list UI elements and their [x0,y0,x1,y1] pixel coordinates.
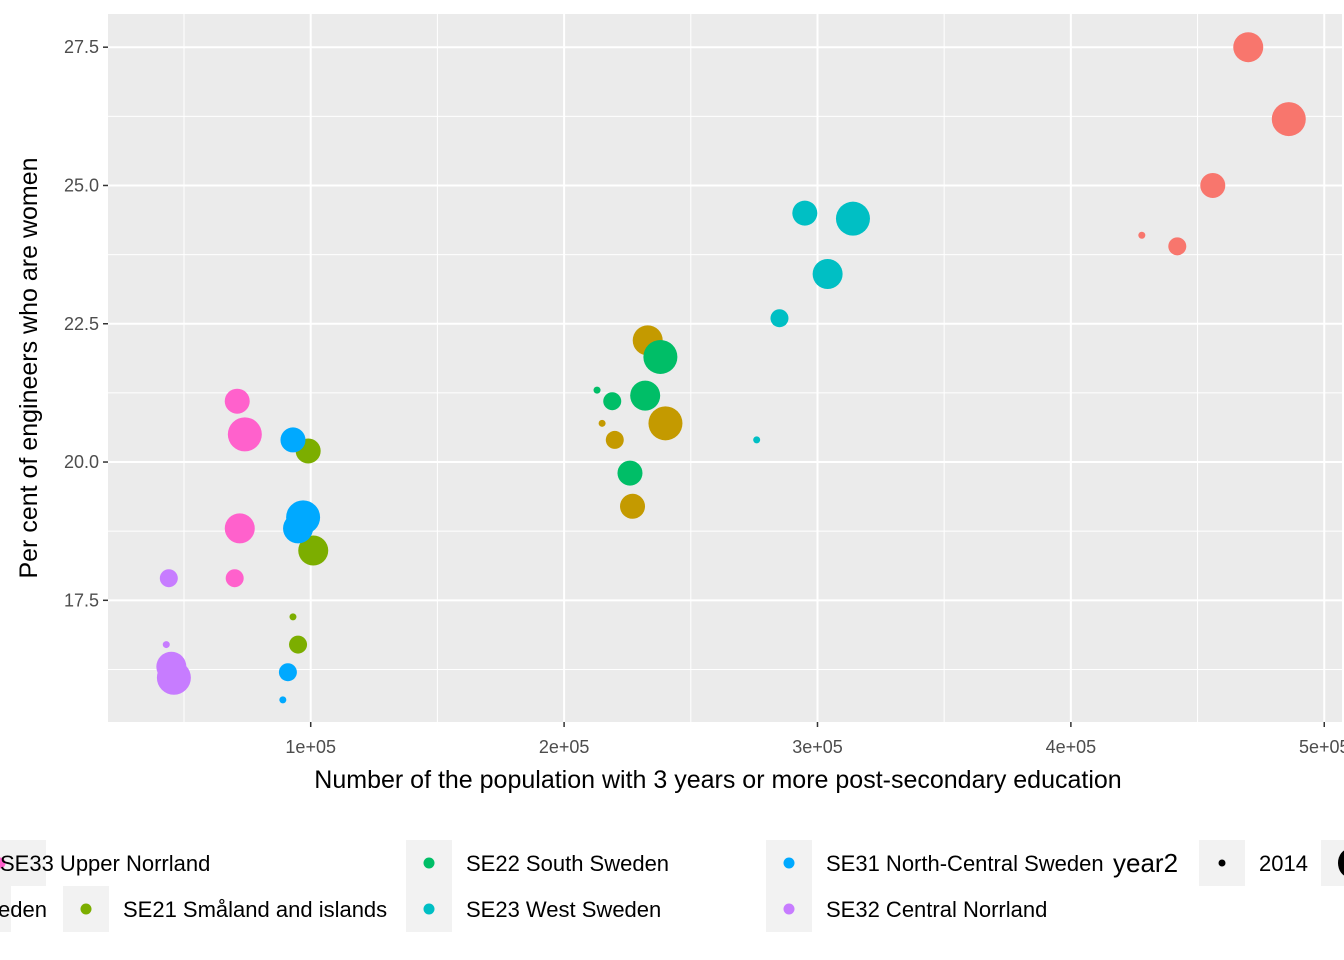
data-point [812,258,843,289]
x-axis-title: Number of the population with 3 years or… [314,766,1121,794]
legend-label: SE31 North-Central Sweden [826,851,1104,876]
data-point [224,513,255,544]
data-point [753,436,761,444]
y-tick-label: 20.0 [64,452,99,472]
size-legend-dot [1218,859,1226,867]
data-points [156,32,1306,704]
legend-swatch [80,903,92,915]
legend-label: SE33 Upper Norrland [0,851,210,876]
data-point [227,417,262,452]
data-point [1233,32,1264,63]
size-legend-label: 2014 [1259,851,1308,876]
data-point [159,569,178,588]
data-point [630,380,661,411]
data-point [278,663,297,682]
legend-swatch [423,857,435,869]
legend-swatch [0,857,6,869]
x-tick-label: 3e+05 [792,737,843,757]
data-point [289,613,297,621]
data-point [162,641,170,649]
minor-gridlines [108,14,1342,722]
legend-key [0,840,46,886]
data-point [156,660,191,695]
y-tick-label: 17.5 [64,590,99,610]
data-point [225,569,244,588]
size-legend-title: year2 [1113,848,1178,878]
legend: eden SE21 Småland and islands SE22 South S… [0,840,1344,932]
data-point [1138,231,1146,239]
size-legend-dot-large [1338,850,1344,876]
y-tick-label: 27.5 [64,37,99,57]
plot-panel [108,14,1342,722]
y-tick-label: 22.5 [64,314,99,334]
data-point [280,427,306,453]
data-point [835,201,870,236]
data-point [1200,172,1226,198]
x-axis-ticks: 1e+05 2e+05 3e+05 4e+05 5e+05 [285,722,1344,757]
y-axis-ticks: 17.5 20.0 22.5 25.0 27.5 [64,37,108,610]
data-point [620,493,646,519]
data-point [770,309,789,328]
legend-label: SE32 Central Norrland [826,897,1047,922]
legend-swatch [783,903,795,915]
legend-label: SE23 West Sweden [466,897,661,922]
data-point [298,535,329,566]
x-tick-label: 4e+05 [1046,737,1097,757]
legend-key [0,886,11,932]
legend-label: SE21 Småland and islands [123,897,387,922]
data-point [593,386,601,394]
data-point [648,406,683,441]
x-tick-label: 1e+05 [285,737,336,757]
data-point [224,388,250,414]
data-point [792,200,818,226]
data-point [603,392,622,411]
data-point [1271,102,1306,137]
legend-label: SE22 South Sweden [466,851,669,876]
size-legend-key [1321,840,1344,886]
major-gridlines [108,14,1342,722]
data-point [279,696,287,704]
data-point [286,500,321,535]
y-tick-label: 25.0 [64,175,99,195]
legend-label: eden [0,897,47,922]
data-point [598,419,606,427]
data-point [289,635,308,654]
data-point [1168,237,1187,256]
legend-swatch [423,903,435,915]
x-tick-label: 5e+05 [1299,737,1344,757]
data-point [605,430,624,449]
x-tick-label: 2e+05 [539,737,590,757]
y-axis-title: Per cent of engineers who are women [15,157,43,578]
data-point [617,460,643,486]
data-point [643,339,678,374]
legend-swatch [783,857,795,869]
